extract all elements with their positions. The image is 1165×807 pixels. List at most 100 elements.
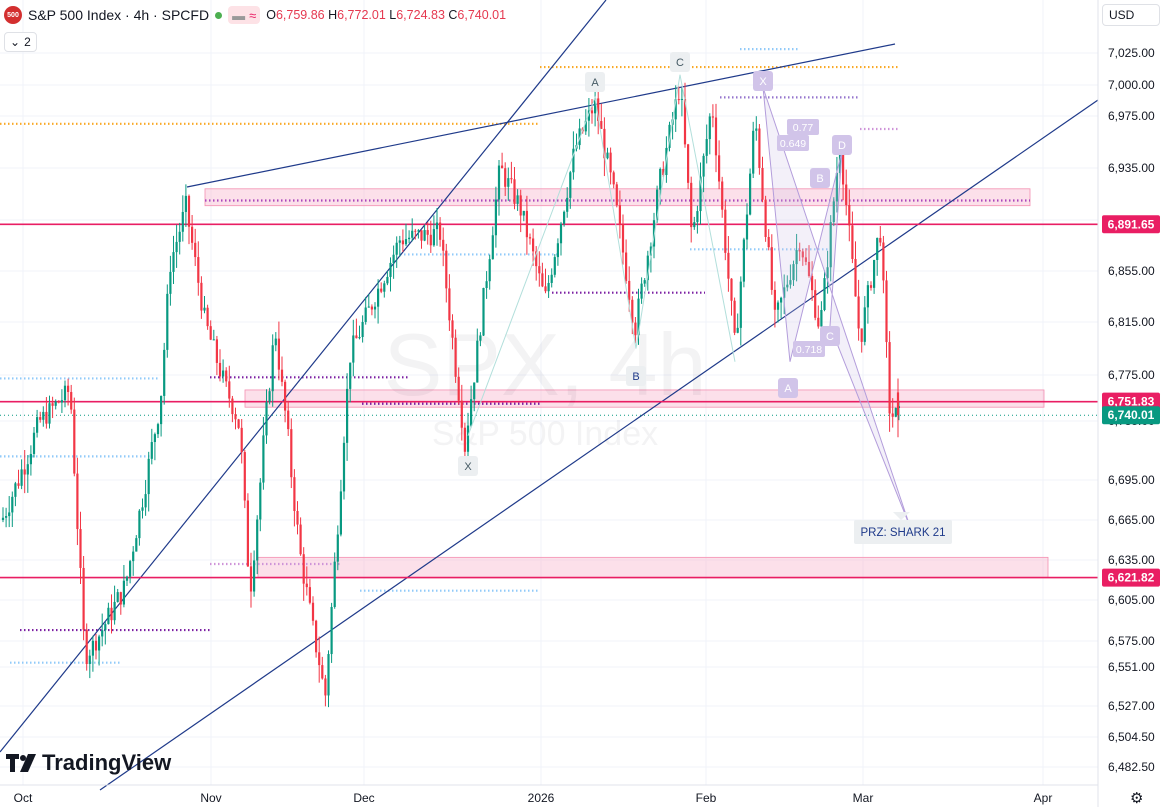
gear-icon[interactable]: ⚙ [1130,790,1144,807]
candle-body [163,349,166,396]
candle-body [240,427,243,453]
candle-body [228,381,231,399]
candle-body [470,399,473,426]
currency-selector[interactable]: USD [1102,4,1160,26]
candle-body [414,230,417,232]
pattern-point-badge [810,168,830,188]
price-tick-label: 6,975.00 [1108,109,1155,123]
candle-body [293,477,296,511]
candle-body [147,458,150,495]
candle-body [842,150,845,185]
low-value: 6,724.83 [396,8,445,22]
candle-body [795,250,798,265]
candle-body [82,567,85,630]
candle-body [820,310,823,327]
candle-body [625,252,628,281]
candle-body [181,211,184,232]
candle-body [733,300,736,333]
tradingview-logo[interactable]: TradingView [6,750,171,776]
candle-body [153,434,156,443]
candle-body [507,178,510,187]
candle-body [355,335,358,339]
candle-body [116,592,119,602]
candle-body [358,337,361,339]
candle-body [1,517,5,520]
candle-body [519,195,522,216]
candle-body [110,607,113,621]
candle-body [894,408,897,417]
candle-body [135,538,138,552]
candle-body [417,230,420,232]
candle-body [680,98,683,100]
fib-ratio-badge [793,341,825,357]
price-tick-label: 6,815.00 [1108,315,1155,329]
price-label-text: 6,751.83 [1108,395,1155,409]
candle-body [67,385,70,393]
candle-body [392,254,395,263]
candle-body [835,172,838,202]
candle-body [563,211,566,224]
candle-body [218,362,222,377]
price-tick-label: 6,695.00 [1108,473,1155,487]
candle-body [826,267,829,279]
candle-body [649,246,652,256]
candle-body [408,237,411,240]
candle-body [811,275,814,291]
candle-body [290,429,293,478]
candle-body [284,381,287,411]
candle-body [420,230,423,241]
candle-body [888,342,891,414]
candle-body [882,242,885,281]
candle-body [801,251,804,258]
time-tick-label: Oct [14,791,33,805]
candle-body [714,117,718,156]
indicators-legend-toggle[interactable]: ⌄ 2 [4,32,37,52]
candle-body [243,452,246,501]
candle-body [132,551,135,562]
candle-body [696,211,699,223]
candle-body [823,278,826,311]
candle-body [346,388,349,443]
chart-type-pill[interactable]: ▬ ≈ [228,6,261,24]
sp500-symbol-icon[interactable]: 500 [4,6,22,24]
candle-body [321,665,324,679]
price-tick-label: 6,855.00 [1108,264,1155,278]
candle-body [386,276,389,284]
candle-body [755,128,758,131]
candle-body [587,110,590,121]
market-status-dot-icon[interactable] [215,11,223,19]
ohlc-values: O6,759.86 H6,772.01 L6,724.83 C6,740.01 [266,8,507,22]
fib-ratio-badge [777,135,809,151]
price-label-badge [1102,215,1160,234]
candle-body [597,98,600,122]
candle-body [479,335,482,341]
candle-body [615,184,618,206]
candle-body [333,561,336,607]
symbol-title[interactable]: S&P 500 Index · 4h · SPCFD [28,7,210,23]
candle-body [516,195,519,204]
candle-body [838,150,842,173]
candle-body [538,266,541,274]
candle-body [497,165,501,200]
price-tick-label: 6,575.00 [1108,634,1155,648]
candle-body [113,601,116,621]
candle-body [829,222,832,268]
candle-body [88,655,91,664]
candle-body [494,199,497,236]
pattern-point-label: C [676,57,684,69]
watermark-symbol: SPX, 4h [384,315,707,414]
candle-body [296,510,299,525]
candle-body [194,242,197,258]
candle-body [634,322,637,336]
fib-ratio-badge [787,119,819,135]
high-value: 6,772.01 [337,8,386,22]
candle-body [798,250,801,252]
candle-body [845,184,848,205]
harmonic-pattern-xabc [467,74,736,436]
price-label-badge [1102,568,1160,587]
candle-body [411,230,414,238]
candle-body [330,606,333,655]
candle-body [191,226,194,243]
candle-body [742,239,745,282]
